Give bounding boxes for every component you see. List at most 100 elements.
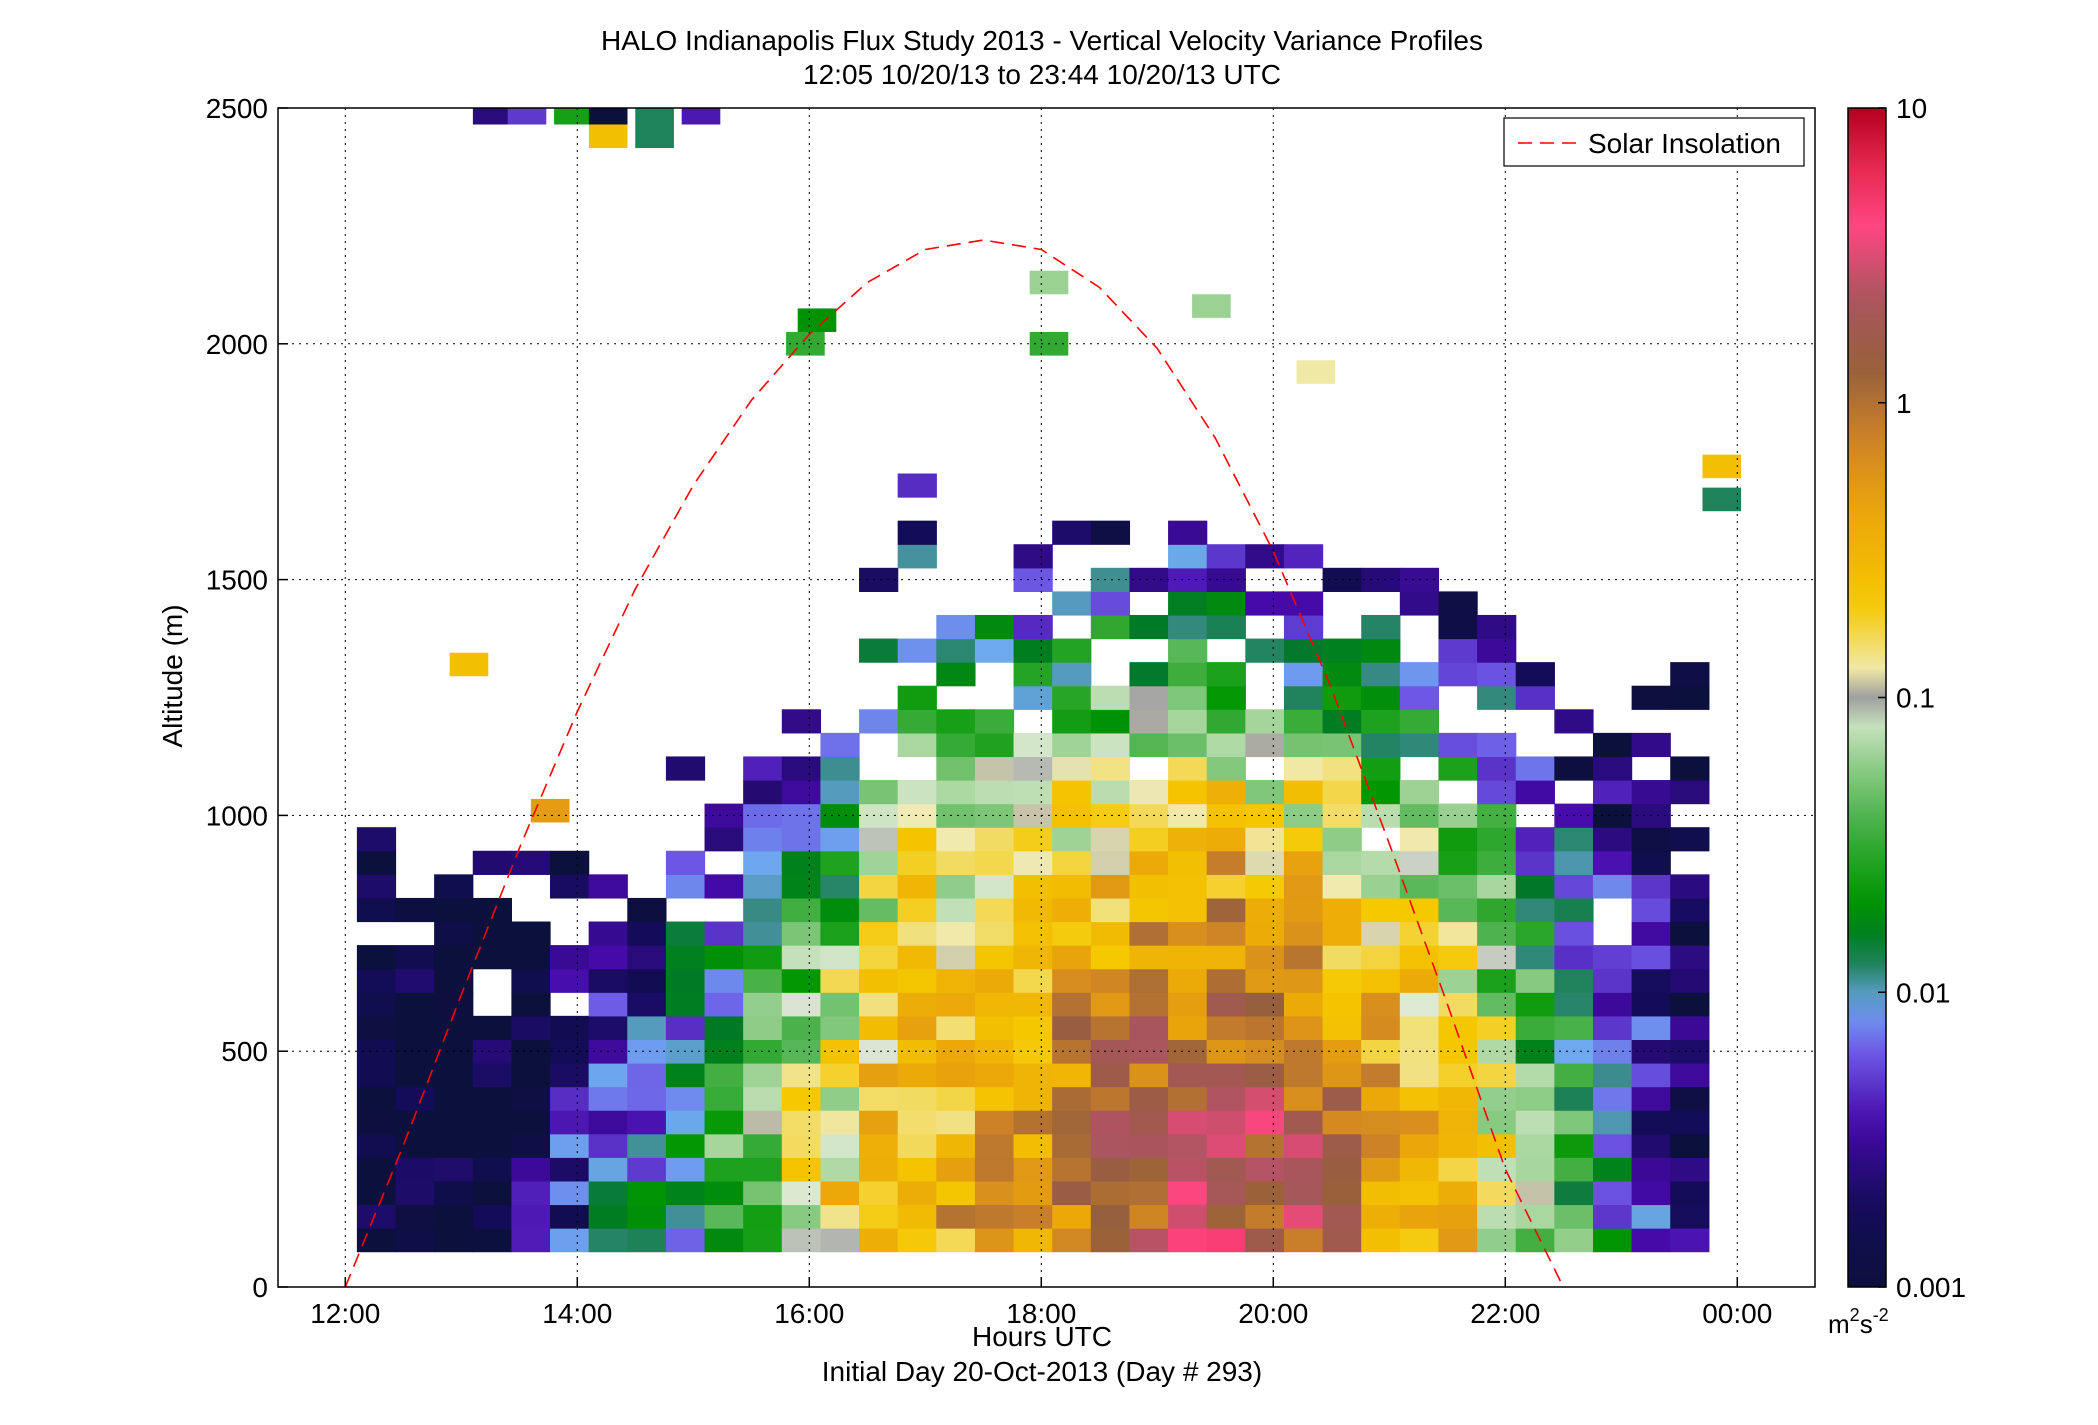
heatmap-cell <box>1283 897 1324 923</box>
plot-area: 12:00 14:00 16:00 18:00 20:00 22:00 00:00 0 500… <box>206 93 1816 1329</box>
heatmap-cell <box>974 827 1015 852</box>
heatmap-cell <box>1631 992 1671 1017</box>
heatmap-cell <box>1129 827 1169 852</box>
heatmap-cell <box>356 850 397 875</box>
heatmap-cell <box>704 1039 744 1064</box>
heatmap-cell <box>472 1039 512 1064</box>
heatmap-cell <box>1206 780 1246 805</box>
heatmap-cell <box>395 1086 435 1111</box>
heatmap-cell <box>395 1133 435 1158</box>
heatmap-cell <box>936 638 976 663</box>
heatmap-cell <box>743 827 783 852</box>
heatmap-cell <box>356 968 397 993</box>
heatmap-cell <box>627 1062 667 1088</box>
heatmap-cell <box>1670 1228 1710 1253</box>
y-tick-label: 500 <box>221 1036 268 1067</box>
heatmap-cell <box>1438 1204 1478 1229</box>
heatmap-cell <box>1399 827 1440 852</box>
heatmap-cell <box>434 874 474 899</box>
heatmap-cell <box>434 1180 474 1206</box>
heatmap-cell <box>1283 544 1324 569</box>
heatmap-cell <box>1438 874 1478 899</box>
heatmap-cell <box>1399 1133 1440 1158</box>
heatmap-cell <box>356 1204 397 1229</box>
heatmap-cell <box>511 921 551 946</box>
heatmap-cell <box>627 1228 667 1253</box>
heatmap-cell <box>1168 1228 1208 1253</box>
heatmap-cell <box>472 921 512 946</box>
heatmap-cell <box>1361 756 1401 781</box>
heatmap-cell <box>1013 1157 1053 1182</box>
heatmap-cell <box>1399 1204 1440 1229</box>
heatmap-cell <box>627 1157 667 1182</box>
heatmap-cell <box>704 1204 744 1229</box>
heatmap-cell <box>1477 897 1517 923</box>
heatmap-cell <box>1670 1015 1710 1041</box>
colorbar-tick-label: 0.01 <box>1896 977 1951 1008</box>
heatmap-cell <box>1013 1015 1053 1041</box>
heatmap-cell <box>1554 1062 1594 1088</box>
heatmap-cell <box>1206 662 1246 687</box>
heatmap-cell <box>1477 756 1517 781</box>
heatmap-cell <box>1438 921 1478 946</box>
heatmap-cell <box>472 897 512 923</box>
heatmap-cell <box>1168 968 1208 993</box>
heatmap-cell <box>1554 1157 1594 1182</box>
heatmap-cell <box>897 850 937 875</box>
chart-subtitle: 12:05 10/20/13 to 23:44 10/20/13 UTC <box>803 59 1281 90</box>
colorbar-tick-label: 0.001 <box>1896 1272 1966 1303</box>
heatmap-cell <box>1670 1133 1710 1158</box>
heatmap-cell <box>820 921 860 946</box>
heatmap-cell <box>1283 921 1324 946</box>
heatmap-cell <box>635 108 674 125</box>
heatmap-cell <box>1631 1204 1671 1229</box>
heatmap-cell <box>936 850 976 875</box>
heatmap-cell <box>743 897 783 923</box>
heatmap-cell <box>704 874 744 899</box>
heatmap-cell <box>859 850 899 875</box>
heatmap-cell <box>974 780 1015 805</box>
heatmap-cell <box>1477 1133 1517 1158</box>
heatmap-cell <box>859 897 899 923</box>
heatmap-cell <box>1438 638 1478 663</box>
heatmap-cell <box>511 1157 551 1182</box>
heatmap-cell <box>434 1086 474 1111</box>
heatmap-cell <box>1592 1133 1633 1158</box>
y-axis-label: Altitude (m) <box>157 604 188 747</box>
heatmap-cell <box>1670 685 1710 710</box>
heatmap-cell <box>1206 945 1246 970</box>
heatmap-cell <box>1361 1062 1401 1088</box>
heatmap-cell <box>1438 1110 1478 1135</box>
heatmap-cell <box>1129 1204 1169 1229</box>
heatmap-cell <box>1206 544 1246 569</box>
heatmap-cell <box>588 1133 628 1158</box>
heatmap-cell <box>974 732 1015 758</box>
heatmap-cell <box>1206 1228 1246 1253</box>
heatmap-cell <box>1013 1086 1053 1111</box>
heatmap-cell <box>781 1204 822 1229</box>
heatmap-cell <box>1322 945 1362 970</box>
heatmap-cell <box>1129 567 1169 592</box>
heatmap-cell <box>1399 732 1440 758</box>
heatmap-cell <box>550 1180 590 1206</box>
heatmap-cell <box>897 1204 937 1229</box>
heatmap-cell <box>1361 685 1401 710</box>
heatmap-cell <box>1554 897 1594 923</box>
heatmap-cell <box>974 638 1015 663</box>
heatmap-cell <box>1283 874 1324 899</box>
heatmap-cell <box>356 945 397 970</box>
heatmap-cell <box>704 992 744 1017</box>
heatmap-cell <box>1052 1039 1092 1064</box>
heatmap-cell <box>1168 1062 1208 1088</box>
heatmap-cell <box>820 756 860 781</box>
heatmap-cell <box>1052 1180 1092 1206</box>
heatmap-cell <box>1052 1204 1092 1229</box>
heatmap-cell <box>781 1039 822 1064</box>
heatmap-cell <box>588 874 628 899</box>
heatmap-cell <box>1515 1228 1555 1253</box>
heatmap-cell <box>1168 1133 1208 1158</box>
heatmap-cell <box>1515 897 1555 923</box>
heatmap-cell <box>1361 1133 1401 1158</box>
heatmap-cell <box>1245 1157 1285 1182</box>
heatmap-cell <box>1554 1228 1594 1253</box>
